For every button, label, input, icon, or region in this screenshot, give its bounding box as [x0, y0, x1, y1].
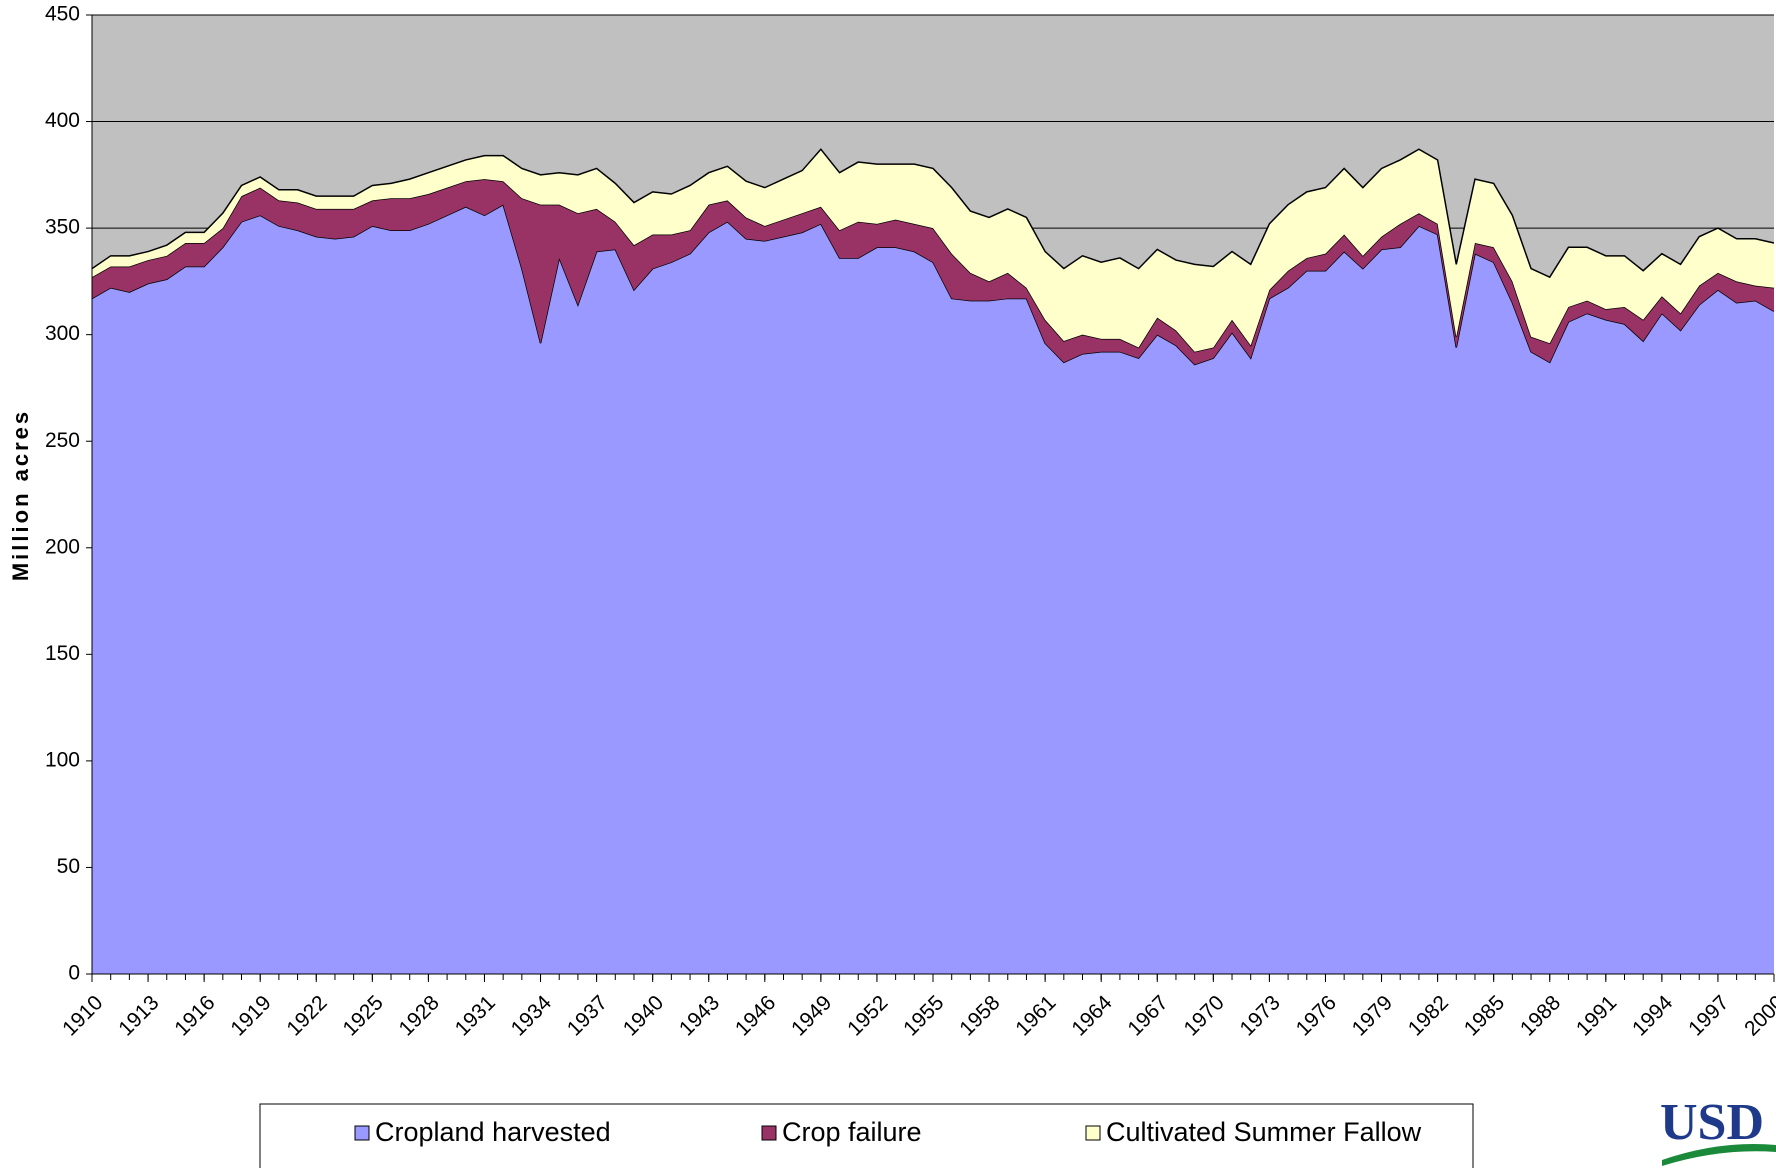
- x-tick-label: 1937: [563, 991, 612, 1040]
- legend-label: Cropland harvested: [375, 1117, 611, 1147]
- x-tick-label: 1925: [338, 991, 387, 1040]
- y-tick-label: 400: [45, 109, 80, 132]
- x-tick-label: 1946: [731, 991, 780, 1040]
- logo-swoosh: [1662, 1144, 1776, 1166]
- x-tick-label: 1985: [1460, 991, 1509, 1040]
- y-tick-label: 100: [45, 748, 80, 771]
- legend-label: Cultivated Summer Fallow: [1106, 1117, 1422, 1147]
- area: [92, 204, 1774, 974]
- x-tick-label: 1958: [955, 991, 1004, 1040]
- x-tick-label: 1916: [170, 991, 219, 1040]
- y-tick-label: 300: [45, 322, 80, 345]
- x-tick-label: 1940: [619, 991, 668, 1040]
- legend-box: [259, 1103, 1474, 1168]
- y-tick-label: 0: [68, 962, 80, 985]
- x-tick-label: 1934: [507, 991, 557, 1041]
- area: [92, 149, 1774, 352]
- x-tick-label: 1973: [1236, 991, 1285, 1040]
- x-tick-label: 1952: [843, 991, 892, 1040]
- x-tick-label: 1967: [1123, 991, 1172, 1040]
- x-tick-label: 1949: [787, 991, 836, 1040]
- logo: USD: [1660, 1094, 1764, 1151]
- y-tick-label: 350: [45, 216, 80, 239]
- y-axis-label: Million acres: [8, 409, 33, 581]
- y-tick-label: 50: [57, 855, 80, 878]
- x-tick-label: 1970: [1179, 991, 1228, 1040]
- x-tick-label: 1988: [1516, 991, 1565, 1040]
- x-tick-label: 1913: [114, 991, 163, 1040]
- x-tick-label: 1928: [395, 991, 444, 1040]
- x-tick-label: 1982: [1404, 991, 1453, 1040]
- x-tick-label: 1991: [1572, 991, 1621, 1040]
- x-tick-label: 1979: [1348, 991, 1397, 1040]
- x-tick-label: 1994: [1628, 991, 1678, 1041]
- x-tick-label: 1997: [1684, 991, 1733, 1040]
- x-tick-label: 2000: [1740, 991, 1776, 1040]
- x-tick-label: 1976: [1292, 991, 1341, 1040]
- x-tick-label: 1919: [226, 991, 275, 1040]
- area: [92, 179, 1774, 365]
- legend-label: Crop failure: [782, 1117, 922, 1147]
- legend-swatch: [1085, 1125, 1101, 1141]
- legend-swatch: [354, 1125, 370, 1141]
- y-tick-label: 250: [45, 429, 80, 452]
- x-tick-label: 1910: [58, 991, 107, 1040]
- x-tick-label: 1922: [282, 991, 331, 1040]
- legend-swatch: [761, 1125, 777, 1141]
- x-tick-label: 1943: [675, 991, 724, 1040]
- y-tick-label: 200: [45, 535, 80, 558]
- x-tick-label: 1931: [451, 991, 500, 1040]
- x-tick-label: 1964: [1067, 991, 1117, 1041]
- x-tick-label: 1961: [1011, 991, 1060, 1040]
- area-edge: [91, 148, 1775, 279]
- y-tick-label: 150: [45, 642, 80, 665]
- y-tick-label: 450: [45, 3, 80, 26]
- x-tick-label: 1955: [899, 991, 948, 1040]
